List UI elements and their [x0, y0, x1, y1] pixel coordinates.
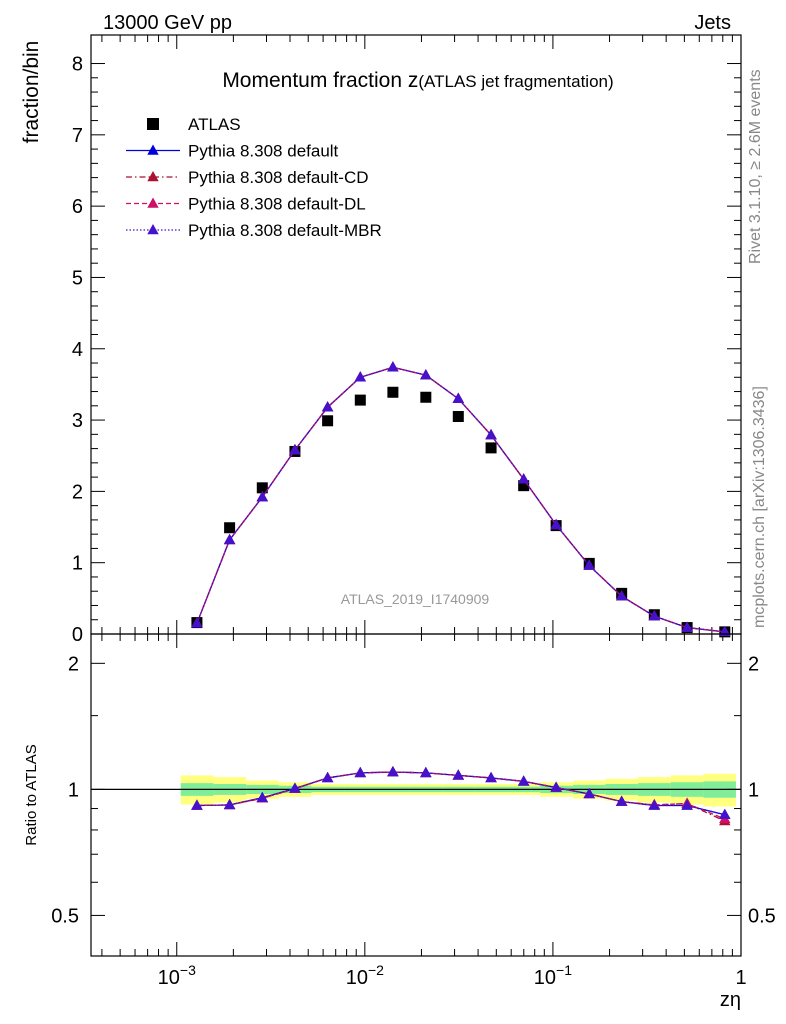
- x-tick-label: 1: [735, 967, 746, 989]
- legend-marker-pythia-8-308-default-cd: [147, 171, 159, 182]
- legend: ATLAS Pythia 8.308 default Pythia 8.308 de…: [126, 115, 382, 240]
- legend-label-pythia-8-308-default: Pythia 8.308 default: [188, 142, 339, 161]
- legend-marker-pythia-8-308-default: [147, 144, 159, 155]
- main-marker-pythia-8-308-default-mbr: [321, 401, 334, 412]
- main-y-tick-label: 1: [72, 553, 83, 575]
- main-y-axis-label: fraction/bin: [20, 41, 43, 144]
- ratio-line-pythia-8-308-default-mbr: [196, 771, 725, 816]
- main-marker-atlas: [387, 386, 399, 398]
- legend-marker-atlas: [147, 118, 159, 130]
- main-marker-atlas: [256, 482, 268, 494]
- legend-marker-pythia-8-308-default-mbr: [147, 224, 159, 235]
- main-marker-atlas: [322, 415, 334, 427]
- main-marker-pythia-8-308-default-mbr: [256, 491, 269, 502]
- ratio-y-tick-label-right: 2: [748, 653, 759, 675]
- main-marker-pythia-8-308-default-mbr: [583, 559, 595, 570]
- main-marker-pythia-8-308-default-mbr: [550, 518, 562, 530]
- ratio-marker-pythia-8-308-default-mbr: [719, 808, 731, 819]
- rivet-version-label: Rivet 3.1.10, ≥ 2.6M events: [747, 69, 764, 264]
- main-marker-pythia-8-308-default-mbr: [354, 371, 367, 382]
- ratio-y-tick-label-right: 0.5: [748, 905, 776, 927]
- plot-title-sub: (ATLAS jet fragmentation): [418, 72, 613, 91]
- ratio-y-tick-label-left: 0.5: [51, 905, 79, 927]
- main-y-tick-label: 8: [72, 54, 83, 76]
- axes-and-ticks: 0 1 2 3 4 5 6 7 8 0.5 0.5 1 1 2 2 10−3 10−2 10−1 1: [51, 35, 776, 989]
- header-right: Jets: [694, 12, 731, 34]
- legend-marker-pythia-8-308-default-dl: [147, 197, 159, 208]
- legend-label-atlas: ATLAS: [188, 115, 241, 134]
- ratio-y-tick-label-left: 1: [68, 779, 79, 801]
- main-marker-pythia-8-308-default-mbr: [420, 369, 432, 380]
- analysis-id: ATLAS_2019_I1740909: [341, 591, 490, 607]
- main-marker-pythia-8-308-default-mbr: [387, 361, 399, 372]
- main-marker-atlas: [224, 522, 236, 534]
- main-y-tick-label: 7: [72, 125, 83, 147]
- ratio-marker-pythia-8-308-default-mbr: [615, 795, 628, 806]
- main-marker-pythia-8-308-default-mbr: [681, 621, 693, 632]
- ratio-marker-pythia-8-308-default-mbr: [387, 766, 399, 777]
- x-tick-label: 10−1: [534, 962, 572, 989]
- ratio-marker-pythia-8-308-default-mbr: [289, 782, 301, 793]
- ratio-marker-pythia-8-308-default-mbr: [681, 799, 693, 810]
- ratio-panel-frame: [90, 633, 742, 957]
- ratio-marker-pythia-8-308-default-mbr: [321, 771, 334, 783]
- main-y-tick-label: 6: [72, 196, 83, 218]
- legend-label-pythia-8-308-default-dl: Pythia 8.308 default-DL: [188, 195, 366, 214]
- main-marker-pythia-8-308-default-mbr: [485, 429, 497, 440]
- main-marker-atlas: [354, 394, 366, 406]
- main-y-tick-label: 2: [72, 481, 83, 503]
- main-marker-pythia-8-308-default-mbr: [289, 444, 301, 455]
- x-axis-label: zη: [720, 989, 741, 1011]
- ratio-marker-pythia-8-308-default-mbr: [583, 787, 595, 799]
- main-marker-pythia-8-308-default-mbr: [648, 610, 661, 621]
- mcplots-reference-label: mcplots.cern.ch [arXiv:1306.3436]: [751, 386, 768, 628]
- main-marker-pythia-8-308-default-mbr: [191, 617, 203, 628]
- header-left: 13000 GeV pp: [103, 12, 232, 34]
- ratio-marker-pythia-8-308-default-mbr: [191, 799, 203, 810]
- main-marker-atlas: [452, 411, 464, 423]
- main-marker-atlas: [420, 391, 432, 403]
- ratio-y-tick-label-left: 2: [68, 653, 79, 675]
- ratio-marker-pythia-8-308-default-mbr: [420, 766, 432, 778]
- ratio-marker-pythia-8-308-default-mbr: [485, 771, 497, 783]
- ratio-marker-pythia-8-308-default-mbr: [550, 781, 562, 792]
- main-marker-pythia-8-308-default-mbr: [452, 392, 464, 403]
- ratio-y-axis-label: Ratio to ATLAS: [23, 744, 40, 845]
- main-marker-pythia-8-308-default-mbr: [517, 473, 530, 484]
- main-marker-pythia-8-308-default-mbr: [615, 590, 628, 601]
- ratio-marker-pythia-8-308-default-mbr: [517, 775, 530, 786]
- plot-title: Momentum fraction z(ATLAS jet fragmentat…: [222, 69, 613, 92]
- ratio-marker-pythia-8-308-default-mbr: [648, 799, 661, 810]
- main-marker-pythia-8-308-default-mbr: [223, 533, 236, 545]
- main-y-tick-label: 5: [72, 267, 83, 289]
- ratio-marker-pythia-8-308-default-mbr: [223, 798, 236, 810]
- x-tick-label: 10−3: [158, 962, 196, 989]
- main-y-tick-label: 4: [72, 339, 83, 361]
- legend-label-pythia-8-308-default-mbr: Pythia 8.308 default-MBR: [188, 221, 382, 240]
- main-marker-atlas: [518, 480, 530, 492]
- series-layer: [191, 361, 731, 826]
- panel-frames: [90, 34, 742, 957]
- main-y-tick-label: 0: [72, 624, 83, 646]
- x-tick-label: 10−2: [346, 962, 384, 989]
- main-marker-atlas: [485, 442, 497, 454]
- main-y-tick-label: 3: [72, 410, 83, 432]
- ratio-marker-pythia-8-308-default-mbr: [256, 791, 269, 802]
- plot-title-main: Momentum fraction z: [222, 69, 418, 92]
- legend-label-pythia-8-308-default-cd: Pythia 8.308 default-CD: [188, 168, 369, 187]
- ratio-marker-pythia-8-308-default-mbr: [354, 766, 367, 778]
- ratio-y-tick-label-right: 1: [748, 779, 759, 801]
- ratio-marker-pythia-8-308-default-mbr: [452, 769, 464, 780]
